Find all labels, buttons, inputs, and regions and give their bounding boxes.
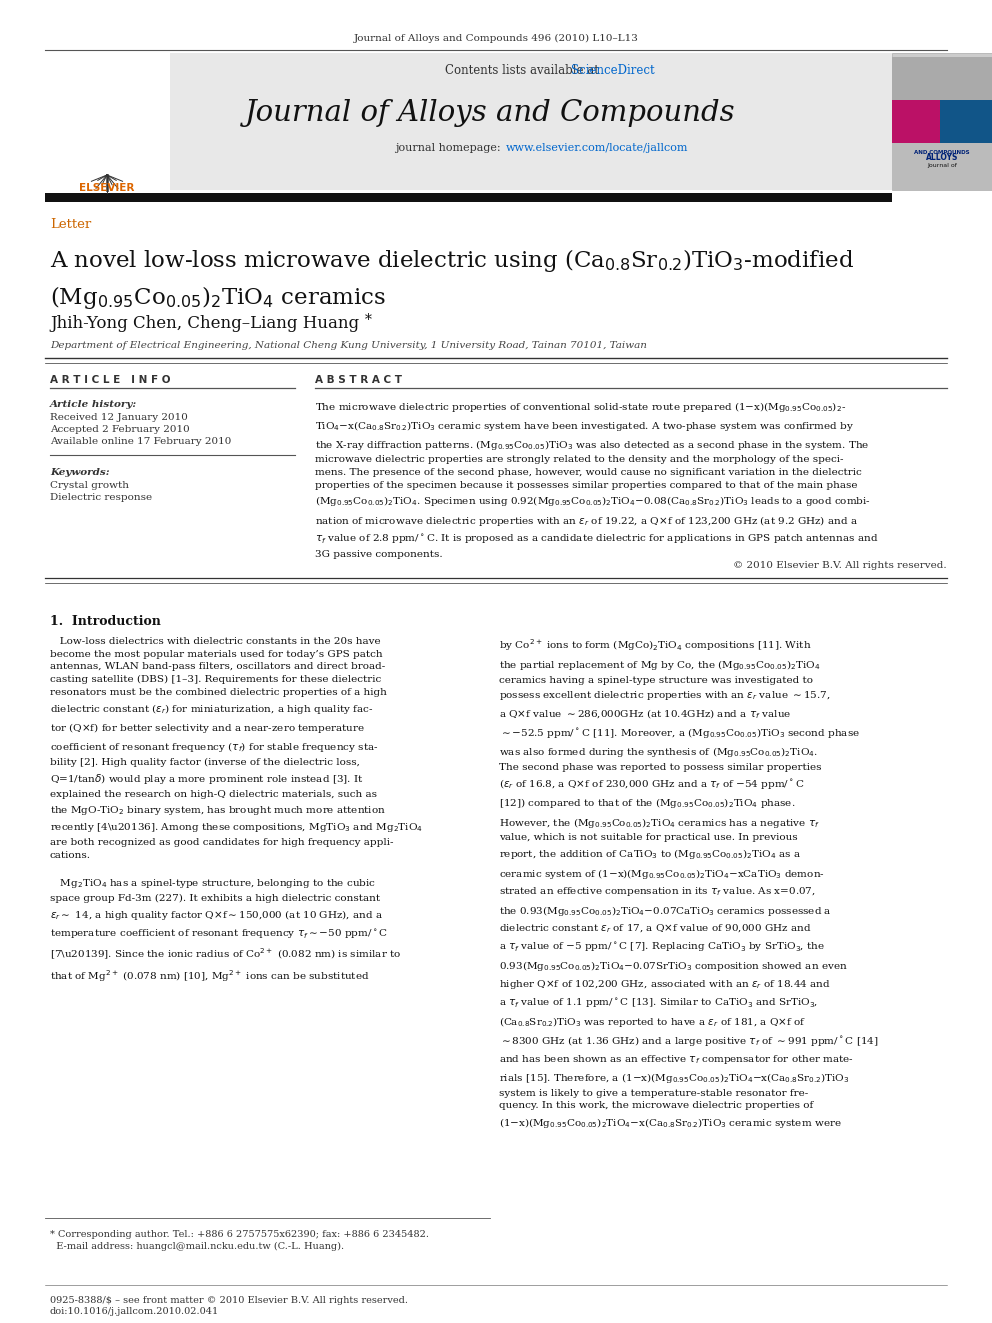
Text: E-mail address: huangcl@mail.ncku.edu.tw (C.-L. Huang).: E-mail address: huangcl@mail.ncku.edu.tw… [50,1242,344,1252]
Text: ELSEVIER: ELSEVIER [79,183,135,193]
Bar [940,101,992,143]
Bar [892,57,992,101]
Text: A novel low-loss microwave dielectric using (Ca$_{0.8}$Sr$_{0.2}$)TiO$_3$-modifi: A novel low-loss microwave dielectric us… [50,247,854,311]
Text: ALLOYS: ALLOYS [926,153,958,163]
Text: journal homepage:: journal homepage: [395,143,504,153]
Text: Journal of Alloys and Compounds: Journal of Alloys and Compounds [245,99,735,127]
Text: Journal of Alloys and Compounds 496 (2010) L10–L13: Journal of Alloys and Compounds 496 (201… [353,33,639,42]
Bar [45,53,170,191]
Text: Department of Electrical Engineering, National Cheng Kung University, 1 Universi: Department of Electrical Engineering, Na… [50,340,647,349]
Text: Journal of: Journal of [928,163,957,168]
Text: 0925-8388/$ – see front matter © 2010 Elsevier B.V. All rights reserved.: 0925-8388/$ – see front matter © 2010 El… [50,1297,408,1304]
Bar [892,101,940,143]
Text: Jhih-Yong Chen, Cheng–Liang Huang: Jhih-Yong Chen, Cheng–Liang Huang [50,315,359,332]
Text: The microwave dielectric properties of conventional solid-state route prepared (: The microwave dielectric properties of c… [315,400,878,558]
Text: ScienceDirect: ScienceDirect [571,64,655,77]
Text: doi:10.1016/j.jallcom.2010.02.041: doi:10.1016/j.jallcom.2010.02.041 [50,1307,219,1316]
Bar [45,193,892,202]
Text: © 2010 Elsevier B.V. All rights reserved.: © 2010 Elsevier B.V. All rights reserved… [733,561,947,569]
Text: Contents lists available at: Contents lists available at [445,64,602,77]
Bar [892,110,992,191]
Text: * Corresponding author. Tel.: +886 6 2757575x62390; fax: +886 6 2345482.: * Corresponding author. Tel.: +886 6 275… [50,1230,429,1240]
Bar [45,53,892,191]
Text: Article history:: Article history: [50,400,137,409]
Text: A B S T R A C T: A B S T R A C T [315,374,402,385]
Text: Received 12 January 2010: Received 12 January 2010 [50,413,187,422]
Text: Crystal growth: Crystal growth [50,482,129,490]
Text: Letter: Letter [50,217,91,230]
Bar [892,53,992,191]
Text: Dielectric response: Dielectric response [50,493,152,501]
Text: AND COMPOUNDS: AND COMPOUNDS [915,149,970,155]
Text: Available online 17 February 2010: Available online 17 February 2010 [50,437,231,446]
Text: Keywords:: Keywords: [50,468,110,478]
Text: 1.  Introduction: 1. Introduction [50,615,161,628]
Text: Low-loss dielectrics with dielectric constants in the 20s have
become the most p: Low-loss dielectrics with dielectric con… [50,636,423,984]
Text: A R T I C L E   I N F O: A R T I C L E I N F O [50,374,171,385]
Text: *: * [365,314,372,327]
Text: www.elsevier.com/locate/jallcom: www.elsevier.com/locate/jallcom [506,143,688,153]
Text: Accepted 2 February 2010: Accepted 2 February 2010 [50,425,189,434]
Text: by Co$^{2+}$ ions to form (MgCo)$_2$TiO$_4$ compositions [11]. With
the partial : by Co$^{2+}$ ions to form (MgCo)$_2$TiO$… [499,636,879,1130]
